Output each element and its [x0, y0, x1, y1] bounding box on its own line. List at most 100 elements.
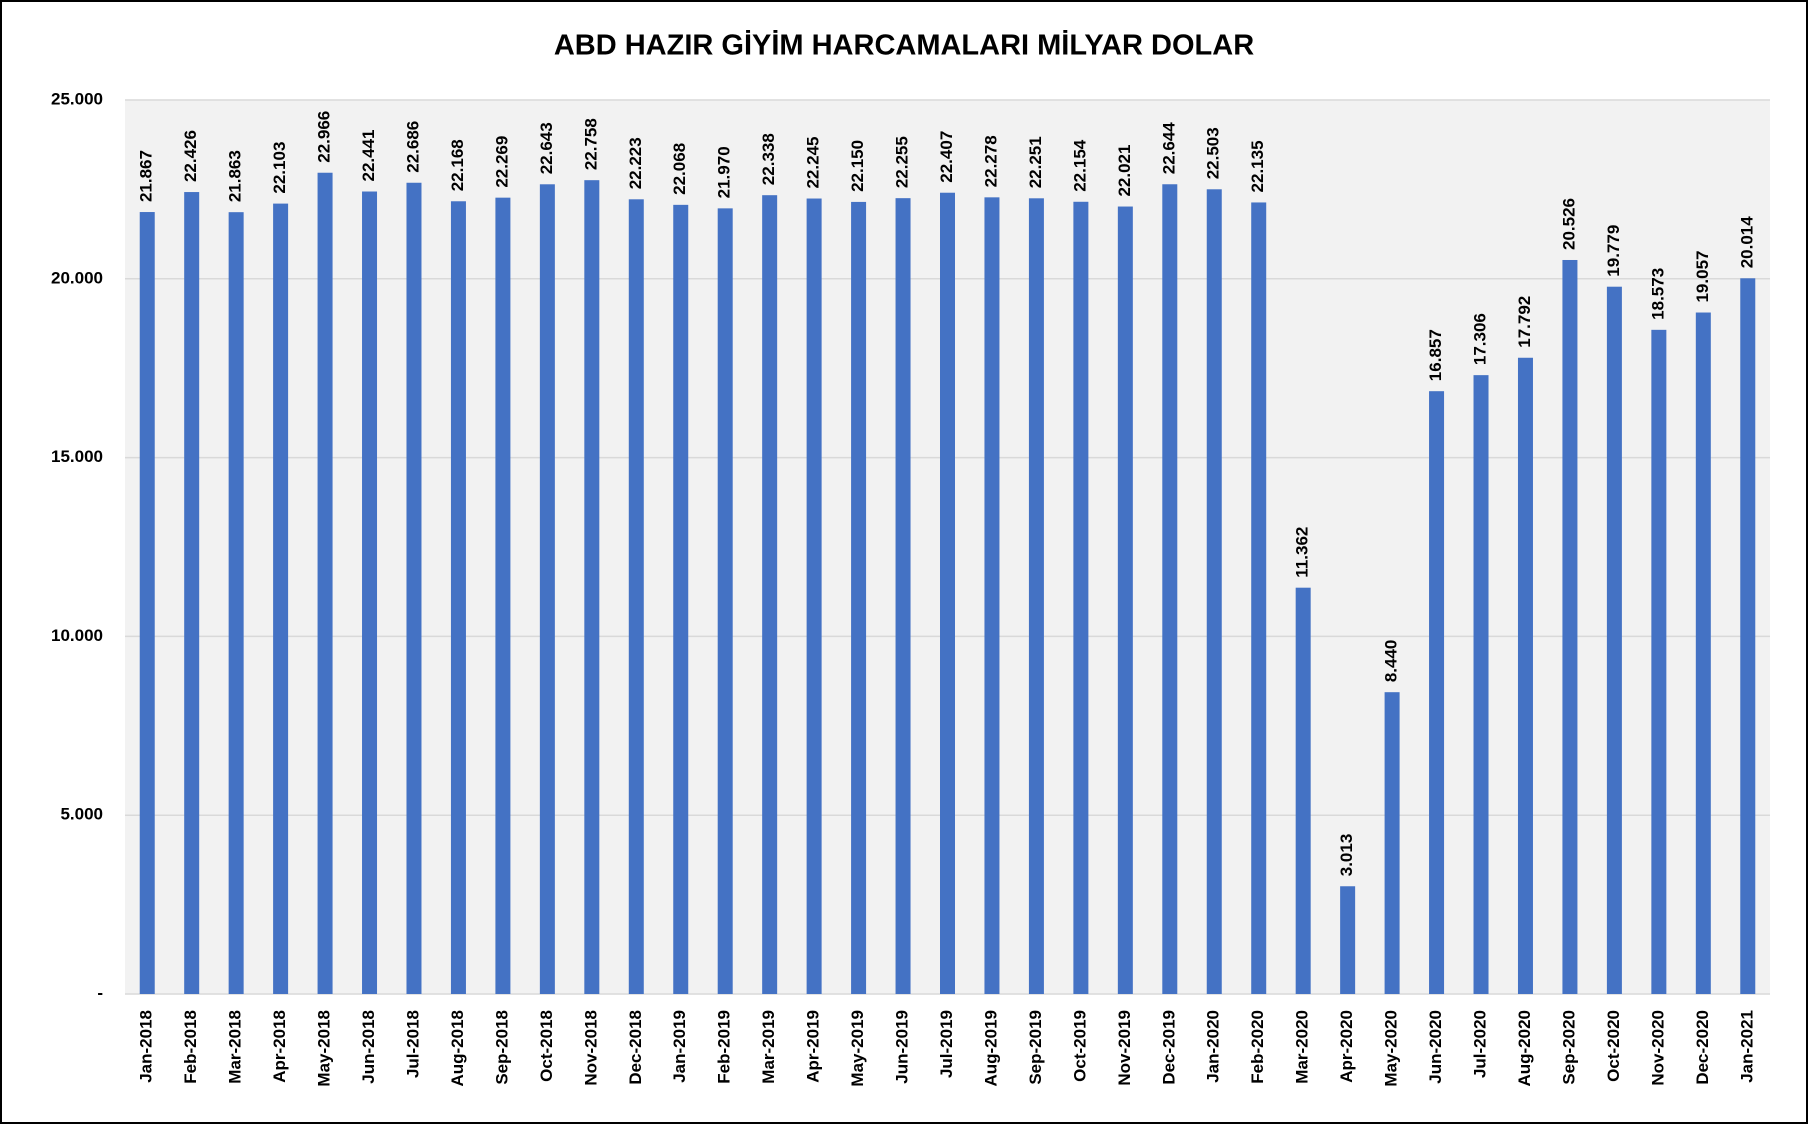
bar — [450, 201, 466, 994]
x-tick-label: Mar-2018 — [226, 1010, 245, 1084]
bar — [762, 195, 778, 994]
x-tick-label: Jul-2018 — [403, 1010, 422, 1078]
data-label: 21.970 — [715, 146, 734, 198]
data-label: 22.643 — [537, 122, 556, 174]
x-tick-label: May-2019 — [848, 1010, 867, 1087]
x-tick-label: Nov-2019 — [1115, 1010, 1134, 1086]
bar — [1384, 692, 1400, 994]
data-label: 22.966 — [315, 111, 334, 163]
x-tick-label: Jun-2019 — [893, 1010, 912, 1084]
bar — [228, 212, 244, 994]
x-tick-label: May-2020 — [1382, 1010, 1401, 1087]
x-tick-label: Jan-2018 — [137, 1010, 156, 1083]
x-tick-label: Oct-2018 — [537, 1010, 556, 1082]
bar — [628, 199, 644, 994]
y-tick-label: 15.000 — [51, 447, 103, 466]
x-tick-label: Apr-2019 — [804, 1010, 823, 1083]
x-tick-label: Jan-2019 — [670, 1010, 689, 1083]
y-tick-label: - — [97, 983, 103, 1002]
bar — [984, 197, 1000, 994]
data-label: 22.150 — [848, 140, 867, 192]
data-label: 3.013 — [1337, 834, 1356, 877]
data-label: 22.135 — [1248, 140, 1267, 192]
data-label: 17.792 — [1515, 296, 1534, 348]
data-label: 21.863 — [226, 150, 245, 202]
bar — [940, 192, 955, 994]
x-tick-label: Apr-2020 — [1337, 1010, 1356, 1083]
y-tick-label: 25.000 — [51, 89, 103, 108]
data-label: 22.758 — [581, 118, 600, 170]
y-tick-label: 5.000 — [60, 805, 103, 824]
data-label: 8.440 — [1382, 640, 1401, 683]
bar — [673, 204, 689, 994]
bar — [584, 180, 600, 994]
bar — [139, 212, 155, 995]
x-tick-label: Feb-2019 — [715, 1010, 734, 1084]
y-tick-label: 20.000 — [51, 268, 103, 287]
data-label: 22.426 — [181, 130, 200, 182]
data-label: 22.338 — [759, 133, 778, 185]
data-label: 22.503 — [1204, 127, 1223, 179]
bar — [1651, 329, 1667, 994]
x-tick-label: Jul-2019 — [937, 1010, 956, 1078]
x-tick-label: Mar-2019 — [759, 1010, 778, 1084]
x-tick-label: Jan-2020 — [1204, 1010, 1223, 1083]
x-tick-label: Jun-2020 — [1426, 1010, 1445, 1084]
bar — [895, 198, 911, 994]
data-label: 22.251 — [1026, 136, 1045, 188]
x-tick-label: Oct-2019 — [1070, 1010, 1089, 1082]
data-label: 22.103 — [270, 142, 289, 194]
bar — [1429, 391, 1445, 994]
bar — [1340, 886, 1356, 994]
bar — [362, 191, 378, 995]
x-tick-label: Dec-2019 — [1159, 1010, 1178, 1085]
bar — [406, 182, 422, 994]
x-tick-label: Sep-2019 — [1026, 1010, 1045, 1085]
y-tick-label: 10.000 — [51, 626, 103, 645]
bar — [1162, 184, 1178, 995]
data-label: 22.407 — [937, 131, 956, 183]
data-label: 18.573 — [1648, 268, 1667, 320]
bar — [1117, 206, 1133, 994]
x-tick-label: Jun-2018 — [359, 1010, 378, 1084]
x-tick-label: Feb-2018 — [181, 1010, 200, 1084]
bar — [273, 203, 289, 994]
data-label: 17.306 — [1470, 313, 1489, 365]
data-label: 22.223 — [626, 137, 645, 189]
x-tick-label: Mar-2020 — [1293, 1010, 1312, 1084]
bar — [1606, 286, 1622, 994]
data-label: 22.245 — [804, 137, 823, 189]
data-label: 22.168 — [448, 139, 467, 191]
bar — [851, 201, 867, 994]
data-label: 22.441 — [359, 130, 378, 182]
chart-title: ABD HAZIR GİYİM HARCAMALARI MİLYAR DOLAR — [554, 30, 1254, 62]
x-tick-label: Aug-2020 — [1515, 1010, 1534, 1087]
x-tick-label: Jul-2020 — [1470, 1010, 1489, 1078]
x-tick-label: Apr-2018 — [270, 1010, 289, 1083]
data-label: 22.686 — [403, 121, 422, 173]
data-label: 22.644 — [1159, 122, 1178, 175]
bar — [1206, 189, 1222, 994]
data-label: 22.255 — [893, 136, 912, 188]
bar — [1073, 201, 1089, 995]
bar — [1028, 198, 1044, 994]
x-tick-label: Sep-2018 — [492, 1010, 511, 1085]
bar — [1295, 587, 1311, 994]
data-label: 20.526 — [1559, 198, 1578, 250]
data-label: 22.269 — [492, 136, 511, 188]
data-label: 19.057 — [1693, 251, 1712, 303]
bar — [184, 192, 200, 994]
data-label: 19.779 — [1604, 225, 1623, 277]
x-tick-label: Oct-2020 — [1604, 1010, 1623, 1082]
data-label: 22.068 — [670, 143, 689, 195]
bar — [495, 197, 511, 995]
x-tick-label: Aug-2019 — [981, 1010, 1000, 1087]
x-tick-label: Nov-2020 — [1648, 1010, 1667, 1086]
bar — [1251, 202, 1267, 994]
x-tick-label: May-2018 — [315, 1010, 334, 1087]
data-label: 22.278 — [981, 135, 1000, 187]
bar — [1517, 357, 1533, 995]
x-tick-label: Dec-2018 — [626, 1010, 645, 1085]
bar — [1695, 312, 1711, 994]
